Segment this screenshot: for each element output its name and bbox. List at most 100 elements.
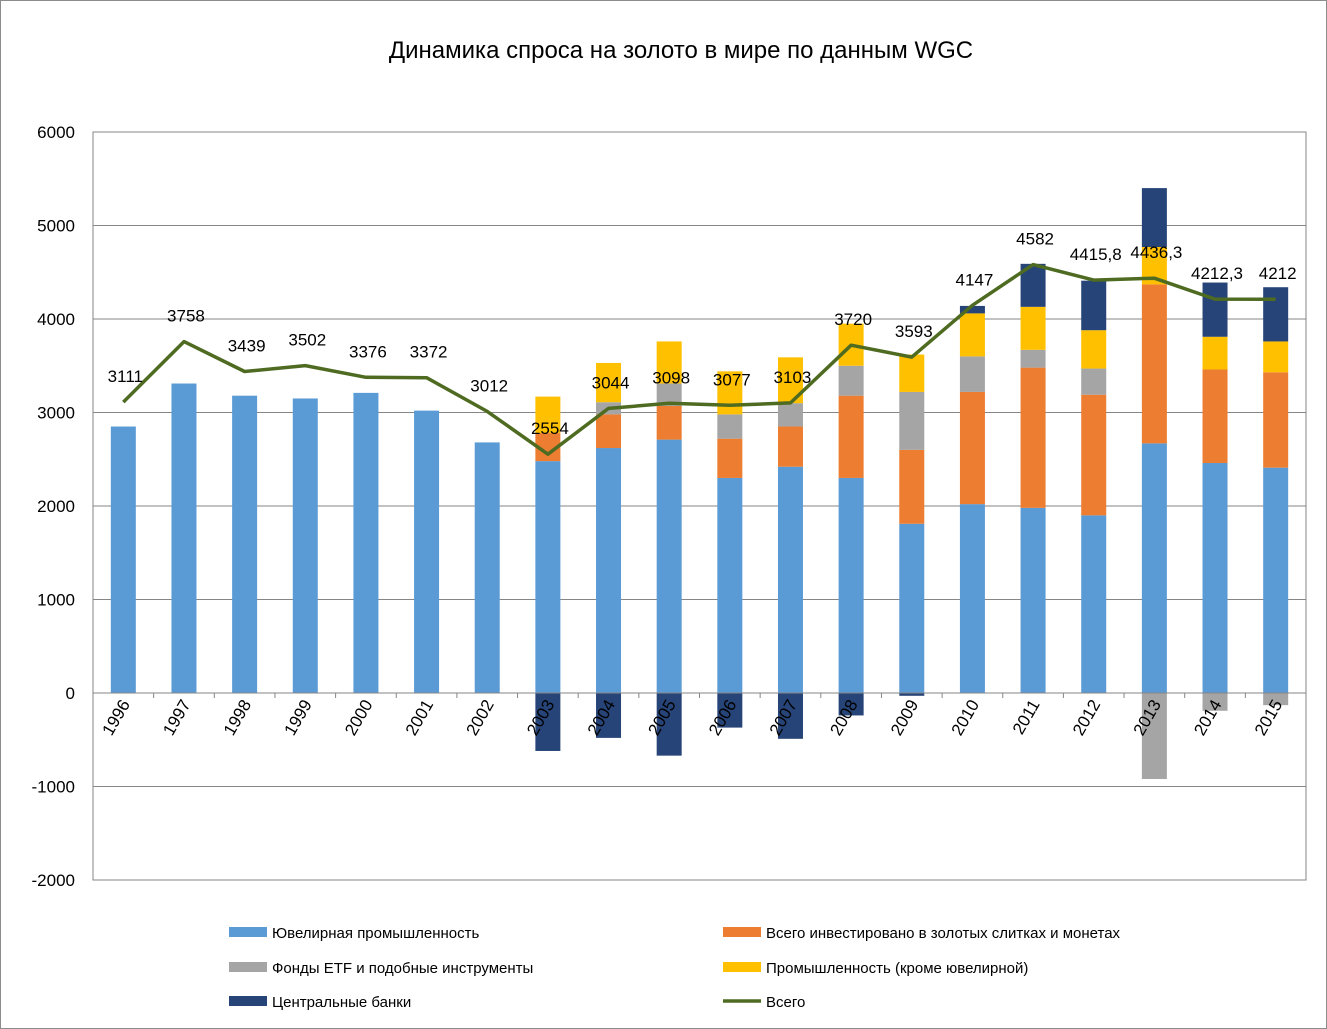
x-tick-label-2010: 2010 [948, 696, 983, 738]
legend-label: Всего инвестировано в золотых слитках и … [766, 925, 1121, 942]
bar-segment-2000-s0 [353, 392, 379, 693]
bar-segment-2004-s4 [596, 693, 622, 738]
bar-segment-2006-s0 [717, 477, 743, 693]
y-tick-label: 2000 [37, 497, 75, 516]
bar-segment-2015-s3 [1263, 341, 1289, 373]
data-label-1998: 3439 [228, 336, 266, 355]
legend-item-3: Промышленность (кроме ювелирной) [723, 960, 1028, 977]
bar-segment-2015-s2 [1263, 693, 1289, 706]
legend-label: Центральные банки [272, 994, 411, 1011]
bar-segment-2005-s0 [656, 439, 682, 693]
y-tick-label: 0 [66, 684, 75, 703]
data-label-layer: 3111 3758 3439 3502 3376 3372 3012 2554 3044 3098… [108, 230, 1297, 439]
bar-layer [110, 188, 1289, 780]
y-tick-label: 5000 [37, 217, 75, 236]
x-tick-label-2001: 2001 [402, 696, 437, 738]
bar-segment-2012-s0 [1081, 515, 1107, 693]
bar-segment-2012-s4 [1081, 280, 1107, 331]
bar-segment-1997-s0 [171, 383, 197, 693]
legend-item-2: Фонды ETF и подобные инструменты [229, 960, 533, 977]
legend-label: Фонды ETF и подобные инструменты [272, 960, 533, 977]
data-label-2001: 3372 [410, 343, 448, 362]
legend-item-5: Всего [723, 994, 805, 1011]
bar-segment-2006-s1 [717, 438, 743, 478]
data-label-2006: 3077 [713, 370, 751, 389]
bar-segment-2008-s1 [838, 395, 864, 478]
bar-segment-2010-s3 [959, 313, 985, 357]
data-label-2000: 3376 [349, 342, 387, 361]
data-label-2003: 2554 [531, 419, 569, 438]
y-tick-label: -2000 [32, 871, 75, 890]
bar-segment-2004-s3 [596, 362, 622, 403]
data-label-2002: 3012 [470, 376, 508, 395]
x-axis-ticks: 1996 1997 1998 1999 2000 2001 2002 2003 2004 2005… [99, 696, 1287, 738]
bar-segment-2008-s4 [838, 693, 864, 716]
legend-swatch [723, 962, 761, 972]
bar-segment-2005-s3 [656, 341, 682, 384]
legend: Ювелирная промышленность Всего инвестиров… [229, 925, 1121, 1011]
legend-label: Промышленность (кроме ювелирной) [766, 960, 1028, 977]
x-tick-label-1998: 1998 [220, 696, 255, 738]
bar-segment-2012-s1 [1081, 394, 1107, 516]
bar-segment-2010-s4 [959, 305, 985, 314]
x-tick-label-2011: 2011 [1009, 696, 1044, 737]
bar-segment-2014-s3 [1202, 336, 1228, 370]
bar-segment-2011-s2 [1020, 349, 1046, 368]
legend-item-4: Центральные банки [229, 994, 411, 1011]
bar-segment-2012-s3 [1081, 330, 1107, 369]
plot-area-border [92, 131, 1307, 881]
legend-swatch [229, 996, 267, 1006]
bar-segment-2005-s4 [656, 693, 682, 756]
bar-segment-2013-s1 [1141, 284, 1167, 444]
bar-segment-2014-s0 [1202, 462, 1228, 693]
data-label-2014: 4212,3 [1191, 264, 1243, 283]
axis-layer [92, 692, 1307, 698]
bar-segment-2015-s1 [1263, 372, 1289, 468]
y-tick-label: 4000 [37, 310, 75, 329]
data-label-2013: 4436,3 [1130, 243, 1182, 262]
data-label-2015: 4212 [1259, 264, 1297, 283]
x-tick-label-1997: 1997 [159, 696, 194, 738]
bar-segment-2015-s4 [1263, 287, 1289, 342]
x-tick-label-2000: 2000 [341, 696, 376, 738]
bar-segment-2009-s4 [899, 693, 925, 696]
bar-segment-2003-s0 [535, 461, 561, 693]
bar-segment-2012-s2 [1081, 368, 1107, 395]
bar-segment-2006-s3 [717, 371, 743, 415]
y-tick-label: 3000 [37, 404, 75, 423]
bar-segment-2010-s2 [959, 356, 985, 392]
bar-segment-2002-s0 [474, 442, 500, 693]
bar-segment-2007-s4 [777, 693, 803, 739]
bar-segment-2008-s2 [838, 365, 864, 396]
chart-title: Динамика спроса на золото в мире по данн… [389, 37, 973, 64]
bar-segment-2015-s0 [1263, 467, 1289, 693]
x-tick-label-2009: 2009 [887, 696, 922, 738]
bar-segment-2014-s2 [1202, 693, 1228, 711]
bar-segment-2009-s0 [899, 523, 925, 693]
bar-segment-2007-s2 [777, 403, 803, 427]
data-label-1996: 3111 [108, 367, 143, 386]
bar-segment-2003-s4 [535, 693, 561, 751]
bar-segment-2011-s0 [1020, 507, 1046, 693]
bar-segment-2013-s0 [1141, 443, 1167, 693]
x-tick-label-1996: 1996 [99, 696, 134, 738]
bar-segment-2003-s3 [535, 396, 561, 434]
grid-layer [92, 131, 1307, 881]
bar-segment-2010-s1 [959, 391, 985, 505]
bar-segment-2011-s3 [1020, 306, 1046, 350]
bar-segment-2010-s0 [959, 504, 985, 693]
bar-segment-2014-s1 [1202, 369, 1228, 463]
bar-segment-2009-s1 [899, 449, 925, 524]
x-tick-label-1999: 1999 [281, 696, 316, 738]
bar-segment-2013-s4 [1141, 188, 1167, 248]
legend-label: Ювелирная промышленность [272, 925, 479, 942]
y-tick-label: 1000 [37, 591, 75, 610]
bar-segment-2004-s1 [596, 414, 622, 449]
data-label-2005: 3098 [652, 368, 690, 387]
data-label-2011: 4582 [1016, 230, 1054, 249]
bar-segment-1999-s0 [292, 398, 318, 693]
data-label-2004: 3044 [592, 373, 630, 392]
bar-segment-1996-s0 [110, 426, 136, 693]
